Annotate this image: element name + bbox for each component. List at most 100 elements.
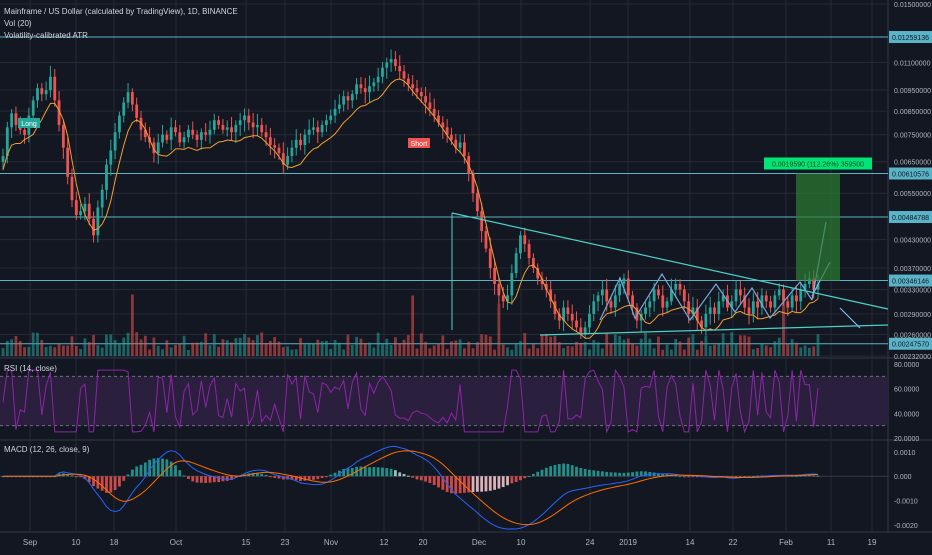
macd-histogram-bar (639, 471, 643, 477)
candle-body (122, 102, 126, 116)
candle-body (230, 127, 233, 133)
macd-histogram-bar (199, 476, 203, 483)
macd-histogram-bar (251, 472, 255, 477)
volume-bar (661, 349, 665, 356)
candle-body (333, 108, 337, 116)
volume-bar (359, 338, 363, 356)
y-tick-label: 0.00260000 (894, 333, 931, 340)
volume-bar (247, 337, 251, 356)
candle-body (613, 295, 617, 308)
volume-bar (87, 342, 91, 356)
volume-bar (260, 332, 264, 356)
candle-body (74, 200, 78, 215)
candle-body (519, 235, 522, 254)
volume-bar (588, 349, 591, 356)
macd-histogram-bar (415, 476, 419, 480)
volume-bar (480, 334, 484, 356)
macd-histogram-bar (575, 466, 578, 477)
candle-body (764, 295, 768, 302)
rsi-legend: RSI (14, close) (4, 364, 57, 373)
macd-histogram-bar (74, 476, 78, 478)
y-tick-label: 0.00430000 (894, 238, 931, 245)
candle-body (105, 164, 108, 190)
candle-body (174, 127, 177, 133)
macd-histogram-bar (152, 458, 156, 477)
level-price-label: 0.00247570 (892, 342, 929, 349)
macd-histogram-bar (463, 476, 466, 493)
macd-histogram-bar (208, 476, 212, 483)
macd-histogram-bar (665, 474, 669, 477)
macd-histogram-bar (217, 476, 221, 483)
macd-histogram-bar (234, 476, 238, 478)
volume-bar (109, 334, 113, 356)
macd-histogram-bar (359, 466, 363, 477)
candle-body (195, 134, 199, 140)
macd-histogram-bar (143, 462, 147, 477)
volume-bar (782, 302, 785, 356)
volume-bar (730, 332, 734, 356)
candle-body (639, 313, 643, 321)
candle-body (398, 65, 402, 72)
macd-histogram-bar (790, 475, 794, 477)
volume-bar (355, 336, 358, 356)
candle-body (527, 244, 531, 259)
volume-bar (178, 343, 182, 356)
candle-body (36, 88, 39, 101)
volume-bar (394, 337, 397, 356)
volume-bar (337, 342, 341, 356)
target-zone (796, 173, 840, 281)
macd-histogram-bar (674, 475, 678, 477)
volume-bar (566, 345, 570, 356)
macd-histogram-bar (747, 476, 751, 478)
level-price-tag (889, 167, 932, 180)
volume-bar (506, 347, 509, 356)
candle-body (389, 59, 393, 63)
candle-body (40, 88, 44, 95)
macd-histogram-bar (316, 476, 320, 480)
volume-bar (389, 345, 393, 356)
candle-body (501, 295, 505, 302)
candle-body (445, 127, 449, 135)
candle-body (320, 124, 324, 133)
y-tick-label: 0.00550000 (894, 191, 931, 198)
volume-bar (70, 336, 74, 356)
candle-body (609, 301, 613, 308)
candle-body (234, 124, 238, 133)
candle-body (583, 327, 587, 335)
volume-bar (583, 341, 587, 356)
atr-legend: Volatility-calibrated ATR (4, 31, 88, 40)
candle-body (760, 295, 764, 308)
candle-body (622, 278, 626, 284)
candle-body (536, 267, 540, 279)
macd-histogram-bar (691, 476, 695, 478)
volume-bar (428, 348, 432, 356)
volume-bar (36, 332, 39, 356)
candle-body (307, 129, 311, 135)
macd-histogram-bar (325, 476, 328, 478)
macd-histogram-bar (411, 476, 415, 478)
volume-bar (760, 343, 764, 356)
candle-body (406, 78, 410, 85)
volume-bar (816, 334, 820, 356)
macd-histogram-bar (109, 476, 113, 493)
candle-body (751, 301, 755, 314)
candle-body (187, 129, 190, 138)
macd-tick-label: 0.000 (894, 474, 912, 481)
macd-histogram-bar (419, 476, 423, 481)
volume-bar (152, 337, 156, 356)
macd-histogram-bar (372, 467, 376, 477)
candle-body (5, 127, 9, 156)
macd-histogram-bar (480, 476, 484, 492)
volume-bar (747, 336, 751, 356)
volume-bar (622, 339, 626, 356)
candle-body (713, 307, 716, 314)
x-tick-label: Dec (472, 538, 486, 547)
volume-bar (208, 345, 212, 356)
macd-histogram-bar (536, 471, 540, 477)
y-tick-label: 0.00850000 (894, 109, 931, 116)
volume-bar (626, 338, 630, 356)
volume-bar (497, 303, 501, 356)
volume-bar (79, 349, 83, 356)
